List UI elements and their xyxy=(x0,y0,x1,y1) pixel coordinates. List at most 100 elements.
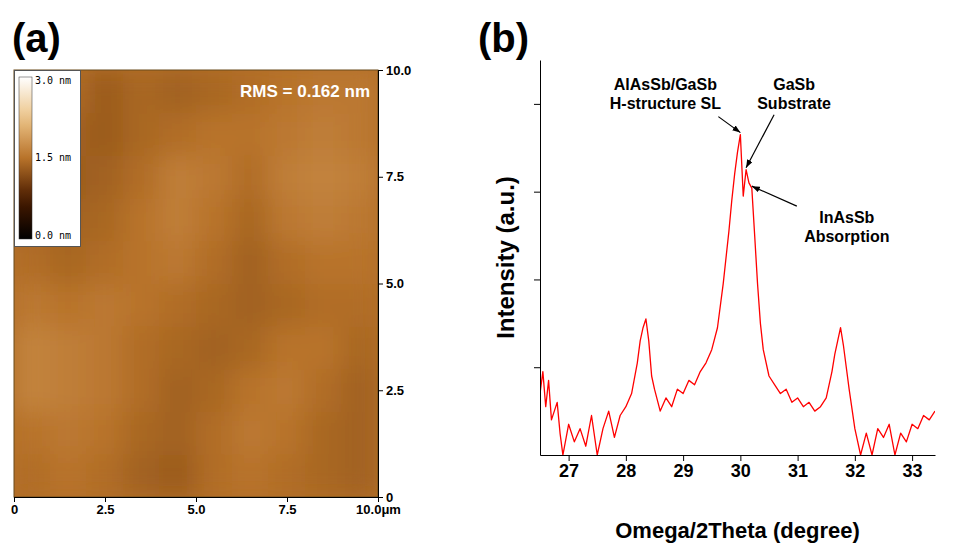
heatmap-cell xyxy=(232,283,269,327)
heatmap-cell xyxy=(305,283,342,327)
heatmap-cells xyxy=(14,70,378,497)
annotation-arrow xyxy=(746,115,774,168)
heatmap-cell xyxy=(86,454,123,497)
heatmap-cell xyxy=(50,326,87,370)
y-tick-label: 5.0 xyxy=(386,276,404,291)
y-tick-label: 2.5 xyxy=(386,383,404,398)
x-tick-label: 5.0 xyxy=(187,502,205,517)
x-tick: 27 xyxy=(559,455,579,481)
x-tick-label: 31 xyxy=(788,461,808,481)
x-tick: 2.5 xyxy=(96,497,114,517)
heatmap-cell xyxy=(268,240,305,284)
heatmap-cell xyxy=(268,326,305,370)
heatmap-cell xyxy=(305,155,342,199)
heatmap-cell xyxy=(86,326,123,370)
x-tick-label: 10.0μm xyxy=(356,502,401,517)
figure: (a)3.0 nm1.5 nm0.0 nmRMS = 0.162 nm02.55… xyxy=(0,0,956,551)
x-axis-line xyxy=(541,455,936,456)
y-tick-mark xyxy=(534,367,540,368)
heatmap-cell xyxy=(196,326,233,370)
heatmap-cell xyxy=(123,198,160,242)
heatmap-cell xyxy=(50,283,87,327)
y-axis: 0 2.5 5.0 7.5 10.0 xyxy=(378,63,411,505)
plot-area xyxy=(540,135,935,455)
x-tick-label: 33 xyxy=(903,461,923,481)
heatmap-cell xyxy=(14,411,51,455)
series-line xyxy=(540,135,935,455)
x-tick-label: 30 xyxy=(731,461,751,481)
x-tick: 0 xyxy=(11,497,18,517)
heatmap-cell xyxy=(50,411,87,455)
heatmap-cell xyxy=(268,454,305,497)
heatmap-cell xyxy=(86,240,123,284)
heatmap-ground xyxy=(14,70,378,497)
y-axis-line xyxy=(540,61,541,456)
heatmap-cell xyxy=(159,454,196,497)
heatmap-cell xyxy=(232,368,269,412)
heatmap-cell xyxy=(196,411,233,455)
annotation: AlAsSb/GaSb xyxy=(614,76,717,93)
y-tick-label: 0 xyxy=(386,490,393,505)
heatmap xyxy=(14,70,378,497)
heatmap-cell xyxy=(268,411,305,455)
y-tick-label: 7.5 xyxy=(386,169,404,184)
heatmap-cell xyxy=(123,283,160,327)
annotation-arrow xyxy=(718,117,740,133)
heatmap-cell xyxy=(232,155,269,199)
x-axis: 27282930313233 xyxy=(541,455,936,481)
x-tick: 31 xyxy=(788,455,808,481)
heatmap-cell xyxy=(86,70,123,113)
heatmap-cell xyxy=(268,283,305,327)
colorbar-box xyxy=(15,71,81,247)
heatmap-cell xyxy=(196,70,233,113)
annotation: RMS = 0.162 nm xyxy=(240,82,370,101)
y-tick xyxy=(534,367,540,368)
x-tick: 28 xyxy=(616,455,636,481)
heatmap-cell xyxy=(196,240,233,284)
x-tick-label: 7.5 xyxy=(278,502,296,517)
heatmap-cell xyxy=(86,283,123,327)
colorbar-tick-label: 3.0 nm xyxy=(35,75,71,86)
colorbar xyxy=(19,77,32,239)
heatmap-cell xyxy=(86,112,123,156)
heatmap-cell xyxy=(196,112,233,156)
heatmap-cell xyxy=(123,326,160,370)
colorbar-tick-label: 0.0 nm xyxy=(35,230,71,241)
heatmap-cell xyxy=(50,454,87,497)
heatmap-cell xyxy=(159,326,196,370)
heatmap-cell xyxy=(232,198,269,242)
annotation-arrow xyxy=(752,186,797,206)
y-tick-mark xyxy=(534,192,540,193)
heatmap-cell xyxy=(305,112,342,156)
heatmap-cell xyxy=(14,283,51,327)
heatmap-cell xyxy=(341,283,378,327)
heatmap-cell xyxy=(305,368,342,412)
heatmap-cell xyxy=(159,112,196,156)
annotation: Substrate xyxy=(757,95,831,112)
heatmap-cell xyxy=(305,326,342,370)
heatmap-cell xyxy=(268,155,305,199)
y-tick: 2.5 xyxy=(378,383,404,398)
y-tick: 10.0 xyxy=(378,63,411,78)
x-tick: 5.0 xyxy=(187,497,205,517)
heatmap-cell xyxy=(14,326,51,370)
y-tick-mark xyxy=(378,177,383,178)
y-tick-label: 10.0 xyxy=(386,63,411,78)
heatmap-cell xyxy=(159,368,196,412)
heatmap-cell xyxy=(196,283,233,327)
heatmap-cell xyxy=(86,368,123,412)
heatmap-cell xyxy=(159,155,196,199)
panel-label: (b) xyxy=(478,16,529,60)
heatmap-cell xyxy=(86,198,123,242)
x-tick-label: 27 xyxy=(559,461,579,481)
y-axis xyxy=(534,61,541,456)
annotation: GaSb xyxy=(773,76,815,93)
heatmap-cell xyxy=(159,283,196,327)
heatmap-cell xyxy=(159,198,196,242)
x-tick: 29 xyxy=(674,455,694,481)
heatmap-cell xyxy=(50,368,87,412)
y-tick: 0 xyxy=(378,490,393,505)
x-tick: 10.0μm xyxy=(356,497,401,517)
heatmap-cell xyxy=(159,240,196,284)
heatmap-cell xyxy=(123,70,160,113)
